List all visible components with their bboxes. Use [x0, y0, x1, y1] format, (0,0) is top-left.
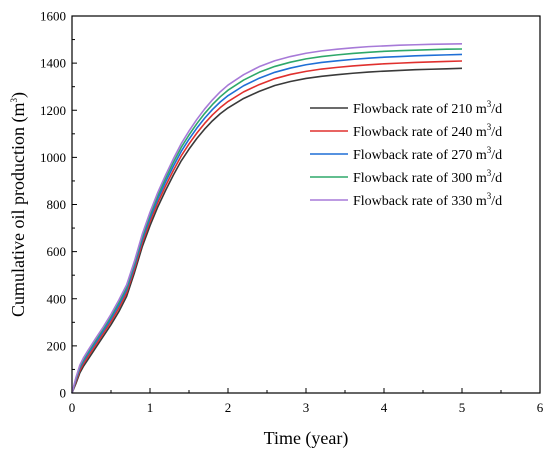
legend-label-text: Flowback rate of 270 m: [353, 148, 487, 163]
y-tick-label: 200: [47, 338, 67, 353]
legend-label-1: Flowback rate of 210 m3/d: [353, 99, 502, 117]
y-tick-label: 1000: [40, 150, 66, 165]
x-tick-label: 2: [225, 400, 232, 415]
series-line-4: [71, 48, 463, 394]
y-tick-label: 600: [47, 244, 67, 259]
legend-label-3: Flowback rate of 270 m3/d: [353, 145, 502, 163]
x-tick-label: 1: [147, 400, 154, 415]
y-axis-title-sup: 3: [9, 98, 19, 103]
y-axis-title: Cumulative oil production (m3): [8, 92, 29, 317]
y-tick-label: 1200: [40, 103, 66, 118]
series-line-1: [71, 67, 463, 394]
legend-label-suffix: /d: [491, 125, 502, 140]
y-tick-label: 1600: [40, 9, 66, 24]
plot-area: 0 1 2 3 4 5 6 0 200 400 600 800 1000 1200 1400 1600: [40, 9, 544, 416]
series-line-2: [71, 60, 463, 394]
legend-label-suffix: /d: [491, 194, 502, 209]
x-axis-ticks: 0 1 2 3 4 5 6: [69, 388, 544, 415]
x-tick-label: 6: [537, 400, 544, 415]
legend-label-4: Flowback rate of 300 m3/d: [353, 168, 502, 186]
legend-label-5: Flowback rate of 330 m3/d: [353, 191, 502, 209]
legend-label-suffix: /d: [491, 171, 502, 186]
x-tick-label: 5: [459, 400, 466, 415]
legend-label-text: Flowback rate of 300 m: [353, 171, 487, 186]
x-tick-label: 0: [69, 400, 76, 415]
y-tick-label: 1400: [40, 56, 66, 71]
x-tick-label: 3: [303, 400, 310, 415]
legend-label-text: Flowback rate of 210 m: [353, 102, 487, 117]
legend-label-sup: 3: [487, 168, 492, 178]
y-axis-title-main: Cumulative oil production (m: [8, 103, 29, 317]
legend-label-sup: 3: [487, 99, 492, 109]
series-line-5: [71, 43, 463, 394]
y-tick-label: 0: [60, 386, 67, 401]
legend-label-suffix: /d: [491, 148, 502, 163]
legend-label-sup: 3: [487, 145, 492, 155]
y-tick-label: 400: [47, 291, 67, 306]
x-axis-title: Time (year): [264, 428, 349, 449]
legend-label-text: Flowback rate of 240 m: [353, 125, 487, 140]
series-line-3: [71, 53, 463, 394]
y-tick-label: 800: [47, 197, 67, 212]
legend-label-2: Flowback rate of 240 m3/d: [353, 122, 502, 140]
y-axis-title-close: ): [8, 92, 29, 98]
series-lines: [71, 43, 463, 394]
x-tick-label: 4: [381, 400, 388, 415]
y-axis-ticks: 0 200 400 600 800 1000 1200 1400 1600: [40, 9, 77, 401]
legend-label-sup: 3: [487, 191, 492, 201]
legend-label-suffix: /d: [491, 102, 502, 117]
legend-label-sup: 3: [487, 122, 492, 132]
legend-label-text: Flowback rate of 330 m: [353, 194, 487, 209]
